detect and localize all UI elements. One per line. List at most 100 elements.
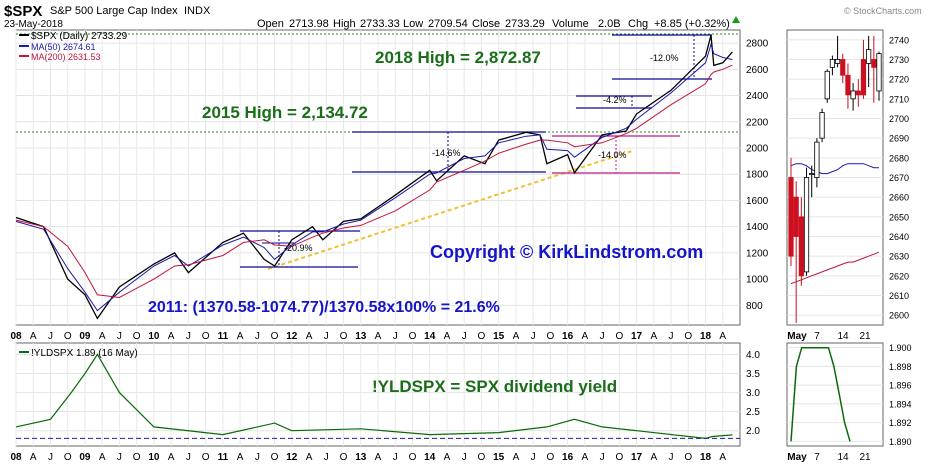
x-tick-label: J xyxy=(393,452,398,463)
x-tick-label: A xyxy=(99,331,106,342)
x-tick-label: A xyxy=(719,452,726,463)
x-tick-label: 09 xyxy=(79,331,91,342)
inset-x-tick-label: May xyxy=(787,452,807,463)
x-tick-label: A xyxy=(237,331,244,342)
candle-body xyxy=(860,59,867,96)
y-tick-label: 4.0 xyxy=(746,350,760,361)
x-tick-label: J xyxy=(186,331,191,342)
x-tick-label: A xyxy=(306,331,313,342)
candle-body xyxy=(814,141,820,178)
close-label: Close xyxy=(472,18,500,30)
x-tick-label: A xyxy=(650,452,657,463)
y-tick-label: 1400 xyxy=(746,222,769,233)
inset-yield-line xyxy=(790,346,851,442)
annotation-2015-high: 2015 High = 2,134.72 xyxy=(202,103,368,122)
x-tick-label: 18 xyxy=(700,331,712,342)
x-tick-label: 15 xyxy=(493,452,505,463)
low-label: Low xyxy=(403,18,423,30)
y-tick-label: 1.898 xyxy=(889,362,912,372)
main-legend: $SPX (Daily) 2733.29 MA(50) 2674.61 MA(2… xyxy=(19,31,128,62)
y-tick-label: 2620 xyxy=(889,271,909,281)
x-tick-label: 09 xyxy=(79,452,91,463)
x-tick-label: J xyxy=(186,452,191,463)
x-tick-label: 17 xyxy=(631,331,643,342)
legend-price: $SPX (Daily) 2733.29 xyxy=(31,31,128,42)
y-tick-label: 3.0 xyxy=(746,388,760,399)
candle-body xyxy=(855,90,861,96)
pct-2018: -12.0% xyxy=(650,53,679,63)
y-tick-label: 2710 xyxy=(889,94,909,104)
candle-body xyxy=(824,70,830,100)
x-tick-label: O xyxy=(202,331,210,342)
y-tick-label: 2660 xyxy=(889,193,909,203)
percent-labels: -20.9% -14.6% -14.0% -4.2% -12.0% xyxy=(284,53,679,253)
x-tick-label: A xyxy=(30,452,37,463)
candles xyxy=(788,35,882,324)
x-tick-label: J xyxy=(531,331,536,342)
x-tick-label: O xyxy=(202,452,210,463)
y-tick-label: 1.894 xyxy=(889,399,912,409)
x-tick-label: A xyxy=(444,331,451,342)
x-tick-label: A xyxy=(582,452,589,463)
x-tick-label: O xyxy=(409,331,417,342)
x-tick-label: 14 xyxy=(424,452,436,463)
y-tick-label: 2680 xyxy=(889,153,909,163)
x-tick-label: J xyxy=(255,452,260,463)
y-tick-label: 1200 xyxy=(746,248,769,259)
low-value: 2709.54 xyxy=(428,18,468,30)
x-tick-label: A xyxy=(513,452,520,463)
x-tick-label: O xyxy=(133,331,141,342)
candle-body xyxy=(866,49,872,64)
volume-value: 2.0B xyxy=(598,18,621,30)
x-tick-label: J xyxy=(117,331,122,342)
inset-x-tick-label: May xyxy=(787,331,807,342)
open-value: 2713.98 xyxy=(289,18,329,30)
x-tick-label: 16 xyxy=(562,331,574,342)
y-tick-label: 2670 xyxy=(889,173,909,183)
inset-x-tick-label: 21 xyxy=(859,452,871,463)
x-tick-label: 10 xyxy=(148,331,160,342)
y-tick-label: 2700 xyxy=(889,114,909,124)
x-tick-label: A xyxy=(719,331,726,342)
y-tick-label: 2650 xyxy=(889,212,909,222)
x-tick-label: O xyxy=(409,452,417,463)
legend-ma50: MA(50) 2674.61 xyxy=(31,42,96,52)
x-tick-label: A xyxy=(650,331,657,342)
y-tick-label: 1.896 xyxy=(889,381,912,391)
inset-ma200-line xyxy=(790,251,880,285)
inset-x-tick-label: 14 xyxy=(837,331,849,342)
x-tick-label: 11 xyxy=(218,331,229,342)
x-tick-label: 08 xyxy=(10,331,22,342)
y-tick-label: 2000 xyxy=(746,144,769,155)
inset-x-tick-label: 14 xyxy=(837,452,849,463)
x-tick-label: O xyxy=(615,331,623,342)
high-label: High xyxy=(333,18,356,30)
inset-x-tick-label: 7 xyxy=(814,331,820,342)
watermark: © StockCharts.com xyxy=(844,6,922,16)
candle-body xyxy=(803,177,810,273)
candle-body xyxy=(850,90,856,100)
x-tick-label: O xyxy=(615,452,623,463)
y-tick-label: 2600 xyxy=(746,65,769,76)
pct-2017: -4.2% xyxy=(603,95,627,105)
x-tick-label: 13 xyxy=(355,331,367,342)
ticker-symbol: $SPX xyxy=(4,3,42,20)
candle-body xyxy=(793,196,799,237)
x-tick-label: 11 xyxy=(218,452,229,463)
x-tick-label: O xyxy=(133,452,141,463)
pct-2015: -14.6% xyxy=(432,148,461,158)
x-tick-label: J xyxy=(393,331,398,342)
x-tick-label: 08 xyxy=(10,452,22,463)
x-tick-label: 12 xyxy=(286,452,298,463)
x-tick-label: J xyxy=(117,452,122,463)
x-tick-label: J xyxy=(462,331,467,342)
series-lines xyxy=(15,35,851,442)
chg-label: Chg xyxy=(628,18,648,30)
x-tick-label: O xyxy=(684,331,692,342)
x-tick-label: O xyxy=(478,452,486,463)
trend-line xyxy=(267,150,633,270)
y-tick-label: 1600 xyxy=(746,196,769,207)
candle-body xyxy=(876,53,882,92)
x-tick-label: O xyxy=(64,331,72,342)
